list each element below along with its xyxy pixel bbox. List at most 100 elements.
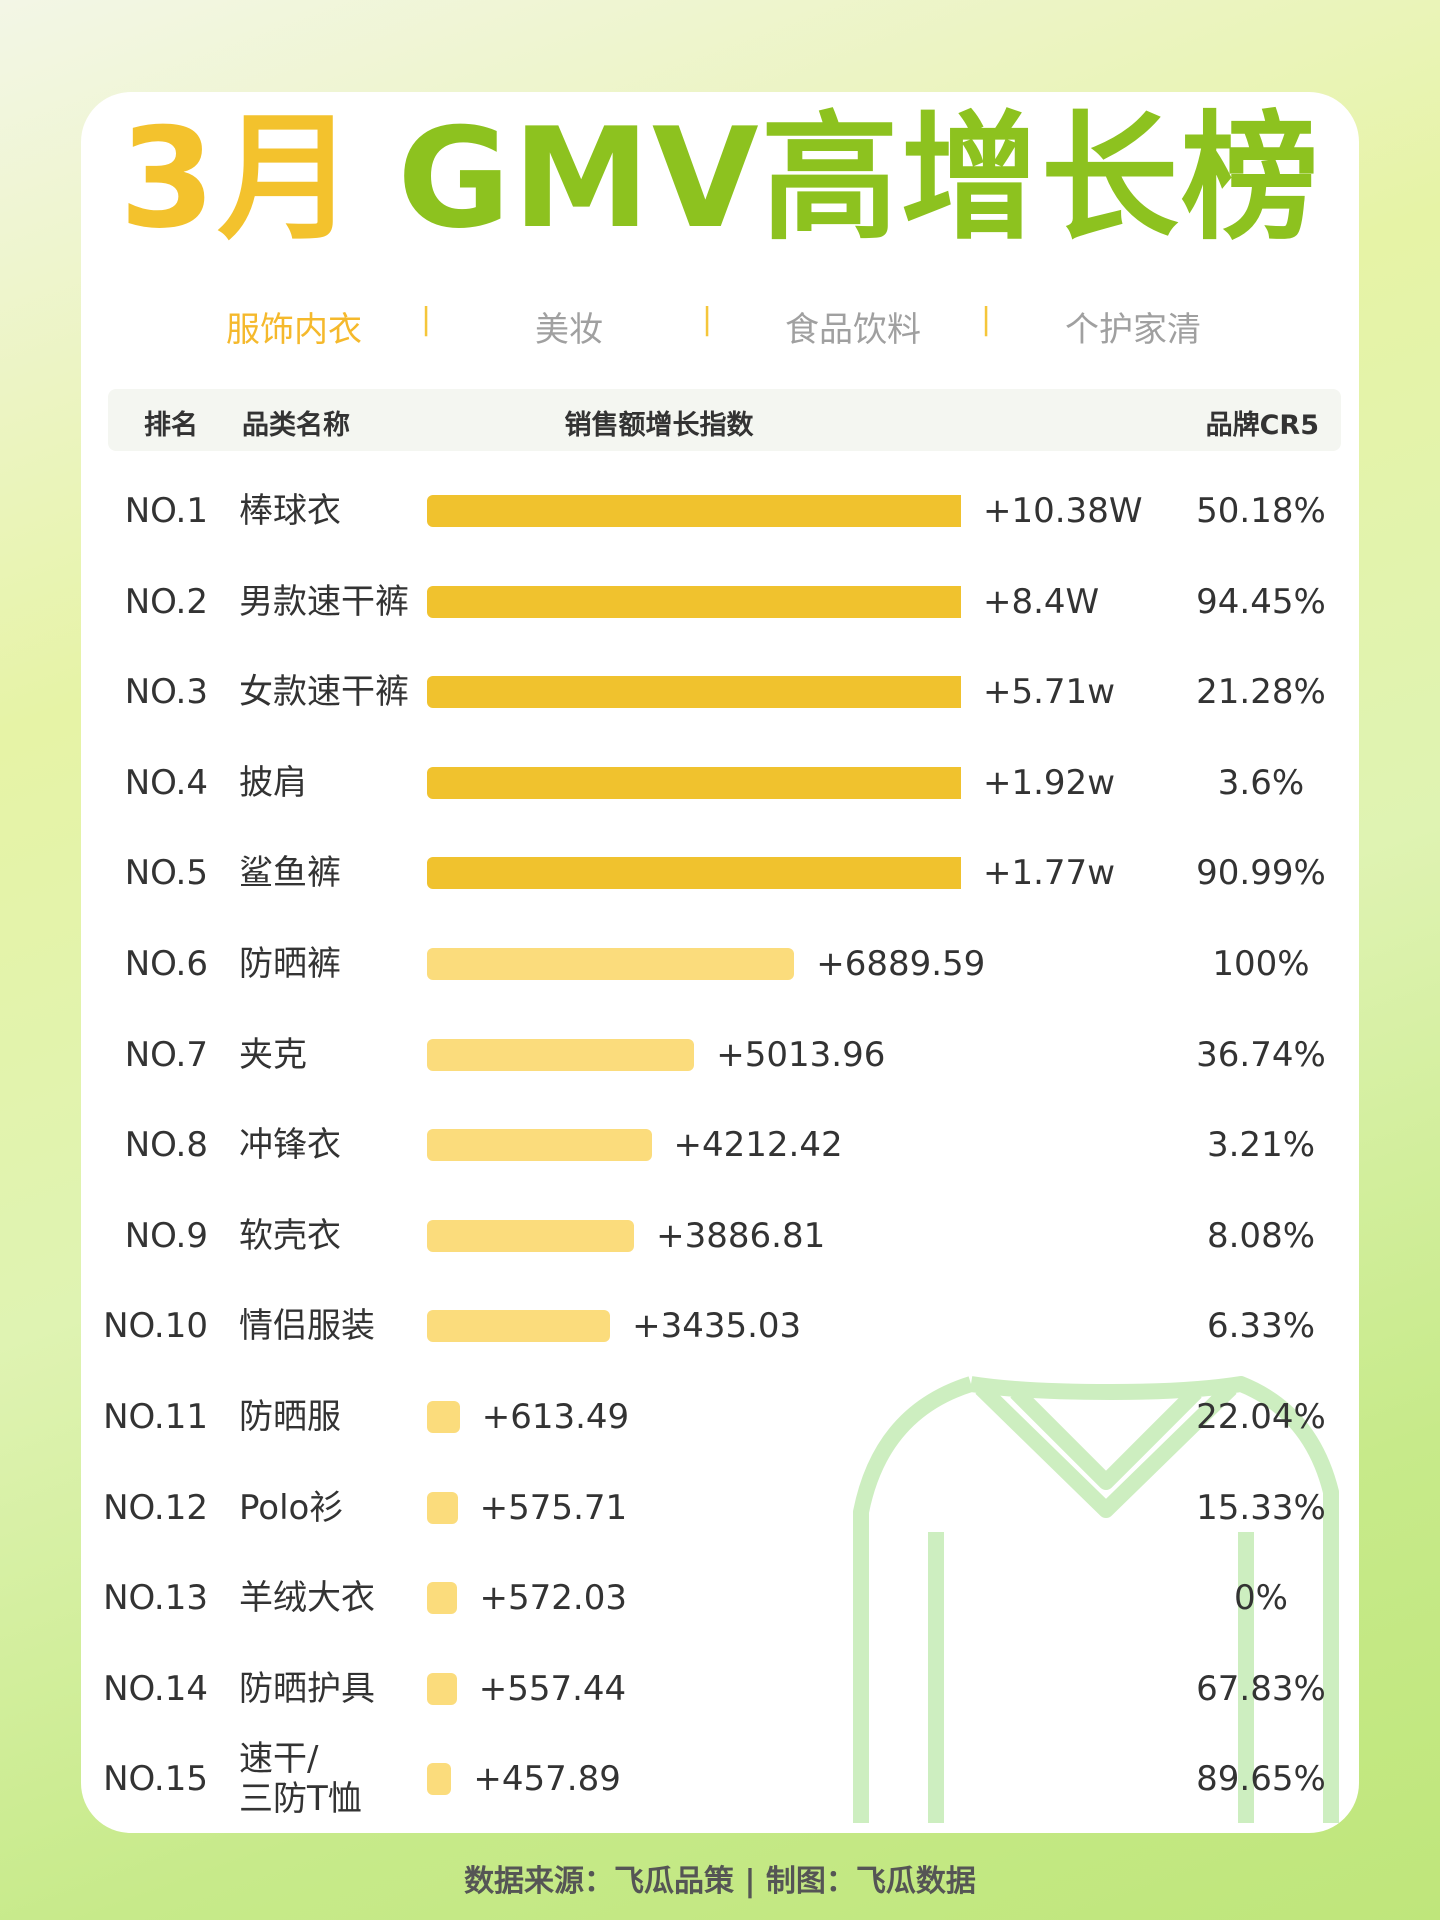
growth-label: +3435.03: [632, 1309, 801, 1343]
growth-label: +5.71w: [983, 672, 1115, 713]
title: 3月 GMV高增长榜: [0, 110, 1440, 248]
rank: NO.12: [103, 1487, 208, 1528]
tab-separator: |: [980, 302, 992, 337]
tab[interactable]: 服饰内衣: [226, 310, 362, 350]
growth-value: 457.89: [501, 1759, 621, 1800]
bar: [427, 1763, 452, 1796]
rank: NO.14: [103, 1668, 208, 1709]
column-header: 销售额增长指数: [564, 410, 754, 441]
cr5: 0%: [1234, 1578, 1288, 1619]
bar-track: [427, 1401, 961, 1433]
growth-label: +1.77w: [983, 853, 1115, 894]
growth-value: 4212.42: [702, 1125, 843, 1166]
tab[interactable]: 食品饮料: [785, 310, 921, 350]
growth-prefix: +: [478, 1668, 508, 1709]
cr5: 67.83%: [1196, 1668, 1326, 1709]
rank: NO.1: [124, 491, 208, 531]
bar-track: [427, 495, 961, 527]
column-header: 品牌CR5: [1205, 410, 1319, 441]
cr5: 50.18%: [1196, 491, 1326, 531]
bar: [427, 857, 961, 890]
rank: NO.4: [124, 762, 208, 803]
category-name: Polo衫: [239, 1487, 344, 1528]
bar-track: [427, 948, 961, 980]
growth-label: +613.49: [482, 1400, 629, 1434]
growth-value: 557.44: [507, 1668, 627, 1709]
cr5: 100%: [1212, 944, 1310, 984]
bar-track: [427, 1491, 961, 1524]
category-name: 女款速干裤: [239, 672, 409, 713]
category-name: 冲锋衣: [239, 1125, 341, 1166]
growth-prefix: +: [481, 1397, 511, 1437]
bar: [427, 1401, 460, 1433]
bar-track: [427, 1129, 961, 1162]
rank: NO.3: [124, 672, 208, 713]
bar-track: [427, 857, 961, 890]
cr5: 6.33%: [1206, 1306, 1316, 1347]
growth-value: 613.49: [510, 1397, 630, 1437]
cr5: 3.21%: [1206, 1125, 1316, 1166]
growth-prefix: +: [673, 1125, 703, 1166]
tab-separator: |: [420, 302, 432, 337]
bar-track: [427, 1038, 961, 1071]
growth-label: +8.4W: [983, 581, 1100, 622]
tab[interactable]: 美妆: [535, 310, 603, 350]
bar: [427, 1491, 458, 1524]
category-name: 鲨鱼裤: [239, 853, 341, 894]
rank: NO.5: [124, 853, 208, 894]
rank: NO.11: [103, 1397, 208, 1437]
tab[interactable]: 个护家清: [1065, 310, 1201, 350]
category-name: 情侣服装: [239, 1306, 375, 1347]
cr5: 36.74%: [1196, 1034, 1326, 1075]
bar: [427, 676, 961, 709]
bar: [427, 1219, 635, 1252]
rank: NO.13: [103, 1578, 208, 1619]
cr5: 89.65%: [1196, 1759, 1326, 1800]
column-header: 品类名称: [242, 410, 350, 441]
growth-label: +557.44: [479, 1672, 626, 1706]
rank: NO.6: [124, 944, 208, 984]
bar-track: [427, 585, 961, 618]
growth-label: +6889.59: [816, 947, 985, 981]
category-name: 防晒护具: [239, 1668, 375, 1709]
growth-value: 575.71: [508, 1487, 628, 1528]
tab-separator: |: [701, 302, 713, 337]
growth-prefix: +: [632, 1306, 661, 1347]
title-month: 3月: [119, 98, 358, 259]
rank: NO.15: [103, 1759, 208, 1800]
cr5: 15.33%: [1196, 1487, 1326, 1528]
rank: NO.7: [124, 1034, 208, 1075]
growth-label: +10.38W: [983, 491, 1143, 531]
bar: [427, 948, 795, 980]
growth-label: +1.92w: [983, 762, 1115, 803]
bar: [427, 495, 961, 527]
category-name: 披肩: [239, 762, 307, 803]
growth-label: +5013.96: [716, 1038, 885, 1072]
growth-prefix: +: [656, 1215, 685, 1256]
table-header: [108, 389, 1341, 451]
category-name: 男款速干裤: [239, 581, 409, 622]
rank: NO.10: [103, 1306, 208, 1347]
growth-label: +572.03: [479, 1581, 626, 1615]
growth-label: +4212.42: [674, 1128, 843, 1162]
growth-label: +3886.81: [656, 1219, 825, 1253]
category-name: 羊绒大衣: [239, 1578, 375, 1619]
category-name: 三防T恤: [239, 1779, 362, 1820]
cr5: 21.28%: [1196, 672, 1326, 713]
rank: NO.9: [124, 1215, 208, 1256]
category-name: 棒球衣: [239, 491, 341, 531]
rank: NO.8: [124, 1125, 208, 1166]
category-name: 速干/: [239, 1739, 319, 1780]
category-name: 防晒裤: [239, 944, 341, 984]
bar-track: [427, 1582, 961, 1615]
bar: [427, 1672, 457, 1705]
cr5: 3.6%: [1217, 762, 1305, 803]
bar: [427, 1310, 611, 1343]
category-name: 防晒服: [239, 1397, 341, 1437]
rank: NO.2: [124, 581, 208, 622]
growth-value: 3886.81: [684, 1215, 826, 1256]
bar-track: [427, 1763, 961, 1796]
growth-label: +457.89: [473, 1762, 620, 1796]
bar: [427, 1129, 652, 1162]
